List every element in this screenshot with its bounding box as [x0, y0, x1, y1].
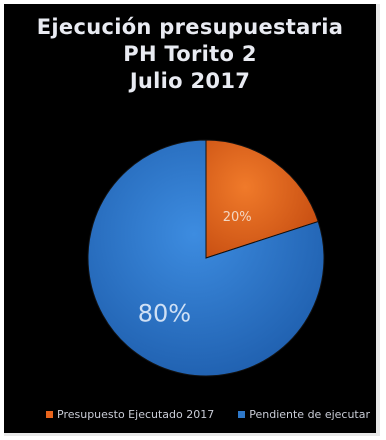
data-label-ejecutado: 20%	[223, 210, 252, 225]
data-label-pendiente: 80%	[138, 299, 191, 327]
pie-slice-pendiente-ejecutar	[87, 139, 325, 377]
pie-chart: 20% 80%	[87, 139, 325, 377]
chart-title-line-2: PH Torito 2	[123, 42, 257, 66]
legend-swatch-orange	[46, 411, 53, 418]
legend-item-pendiente: Pendiente de ejecutar	[238, 408, 370, 421]
legend-item-ejecutado: Presupuesto Ejecutado 2017	[46, 408, 214, 421]
chart-frame: Ejecución presupuestaria PH Torito 2 Jul…	[4, 4, 380, 436]
chart-title: Ejecución presupuestaria PH Torito 2 Jul…	[4, 14, 376, 95]
chart-title-line-1: Ejecución presupuestaria	[36, 15, 344, 39]
legend-swatch-blue	[238, 411, 246, 418]
pie-slice-presupuesto-ejecutado	[205, 139, 319, 259]
legend-label-ejecutado: Presupuesto Ejecutado 2017	[57, 408, 215, 421]
chart-title-line-3: Julio 2017	[129, 69, 251, 93]
legend-label-pendiente: Pendiente de ejecutar	[249, 408, 371, 421]
chart-legend: Presupuesto Ejecutado 2017 Pendiente de …	[46, 408, 386, 421]
